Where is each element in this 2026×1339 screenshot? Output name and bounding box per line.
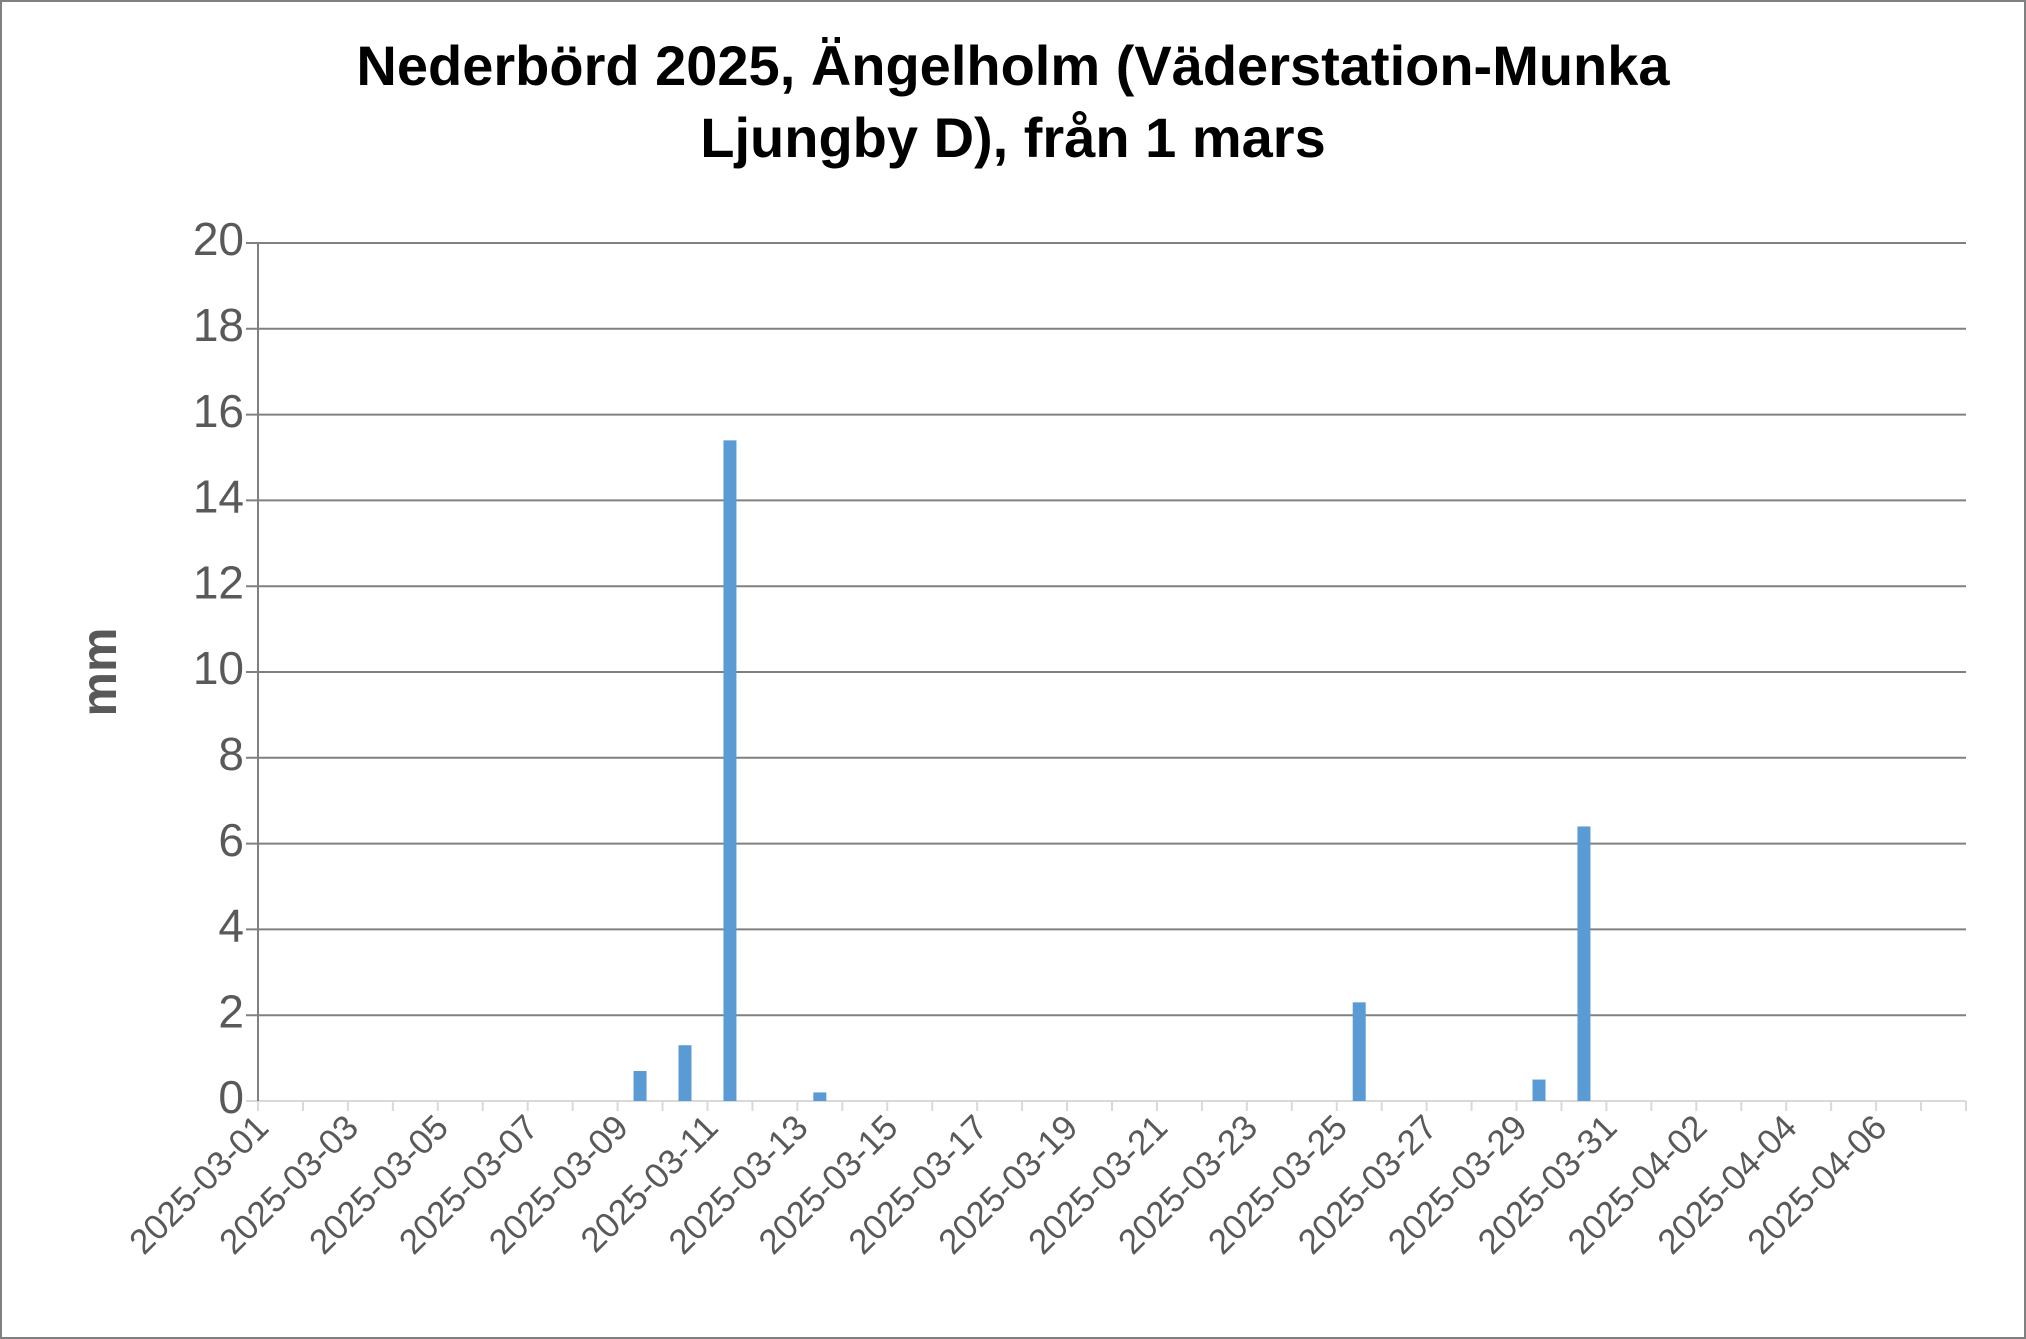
y-tick-label: 20 [193,213,244,265]
bar [1577,826,1591,1101]
y-tick-label: 0 [218,1071,244,1123]
y-tick-label: 10 [193,642,244,694]
title-box: Nederbörd 2025, Ängelholm (Väderstation-… [356,34,1670,169]
y-tick-label: 12 [193,556,244,608]
y-tick-label: 2 [218,985,244,1037]
y-tick-label: 14 [193,471,244,523]
y-axis-label: mm [71,628,127,717]
bar [813,1092,827,1101]
bar [1352,1002,1366,1101]
bar [678,1045,692,1101]
y-tick-label: 6 [218,814,244,866]
bar [723,440,737,1102]
y-tick-label: 4 [218,900,244,952]
y-tick-label: 16 [193,385,244,437]
y-tick-label: 8 [218,728,244,780]
chart-title: Nederbörd 2025, Ängelholm (Väderstation-… [356,34,1670,169]
y-tick-label: 18 [193,299,244,351]
bar [633,1070,647,1101]
bar [1532,1079,1546,1101]
